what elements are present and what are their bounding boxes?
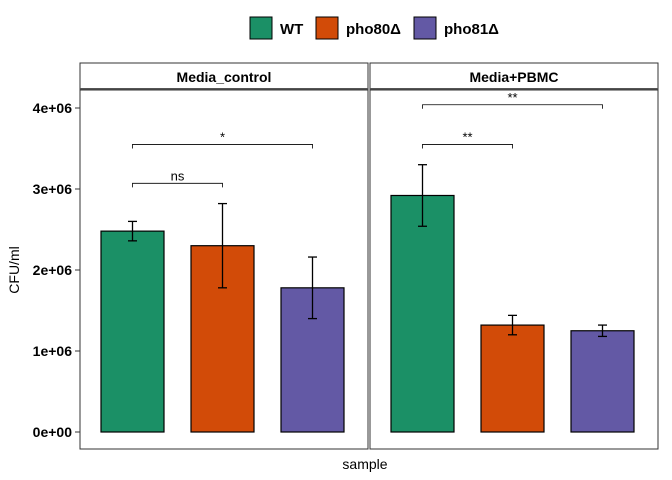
legend-swatch-2: [413, 16, 437, 40]
y-tick-label-4: 4e+06: [33, 100, 73, 116]
significance-bracket-0-1: [132, 144, 313, 149]
y-tick-label-3: 3e+06: [33, 181, 73, 197]
y-tick-label-1: 1e+06: [33, 343, 73, 359]
y-tick-label-0: 0e+00: [33, 424, 73, 440]
significance-bracket-1-0: [422, 144, 513, 149]
legend-label-0: WT: [280, 21, 303, 38]
legend: WT pho80Δ pho81Δ: [249, 16, 499, 40]
significance-label-1-1: **: [507, 90, 517, 105]
significance-bracket-0-0: [132, 182, 223, 188]
bar-0-0: [100, 230, 165, 433]
bar-1-0: [390, 194, 455, 433]
legend-label-1: pho80Δ: [346, 21, 401, 38]
significance-label-0-0: ns: [171, 168, 185, 183]
y-axis: 0e+00 1e+06 2e+06 3e+06 4e+06: [33, 100, 80, 440]
legend-swatch-1: [315, 16, 339, 40]
facet-panel-1: Media+PBMC ** **: [369, 62, 659, 450]
legend-label-2: pho81Δ: [444, 21, 499, 38]
facet-strip-title-1: Media+PBMC: [469, 69, 558, 85]
panel-border-1: [369, 89, 659, 450]
y-axis-title: CFU/ml: [6, 246, 22, 293]
x-axis-title: sample: [342, 456, 387, 472]
legend-swatch-0: [249, 16, 273, 40]
facet-strip-title-0: Media_control: [177, 69, 272, 85]
bar-1-1: [480, 324, 545, 433]
y-tick-label-2: 2e+06: [33, 262, 73, 278]
bar-1-2: [570, 330, 635, 433]
significance-bracket-1-1: [422, 104, 603, 109]
significance-label-1-0: **: [462, 129, 472, 144]
significance-label-0-1: *: [220, 129, 225, 144]
facet-strip-1: [369, 62, 659, 90]
facet-strip-0: [79, 62, 369, 90]
